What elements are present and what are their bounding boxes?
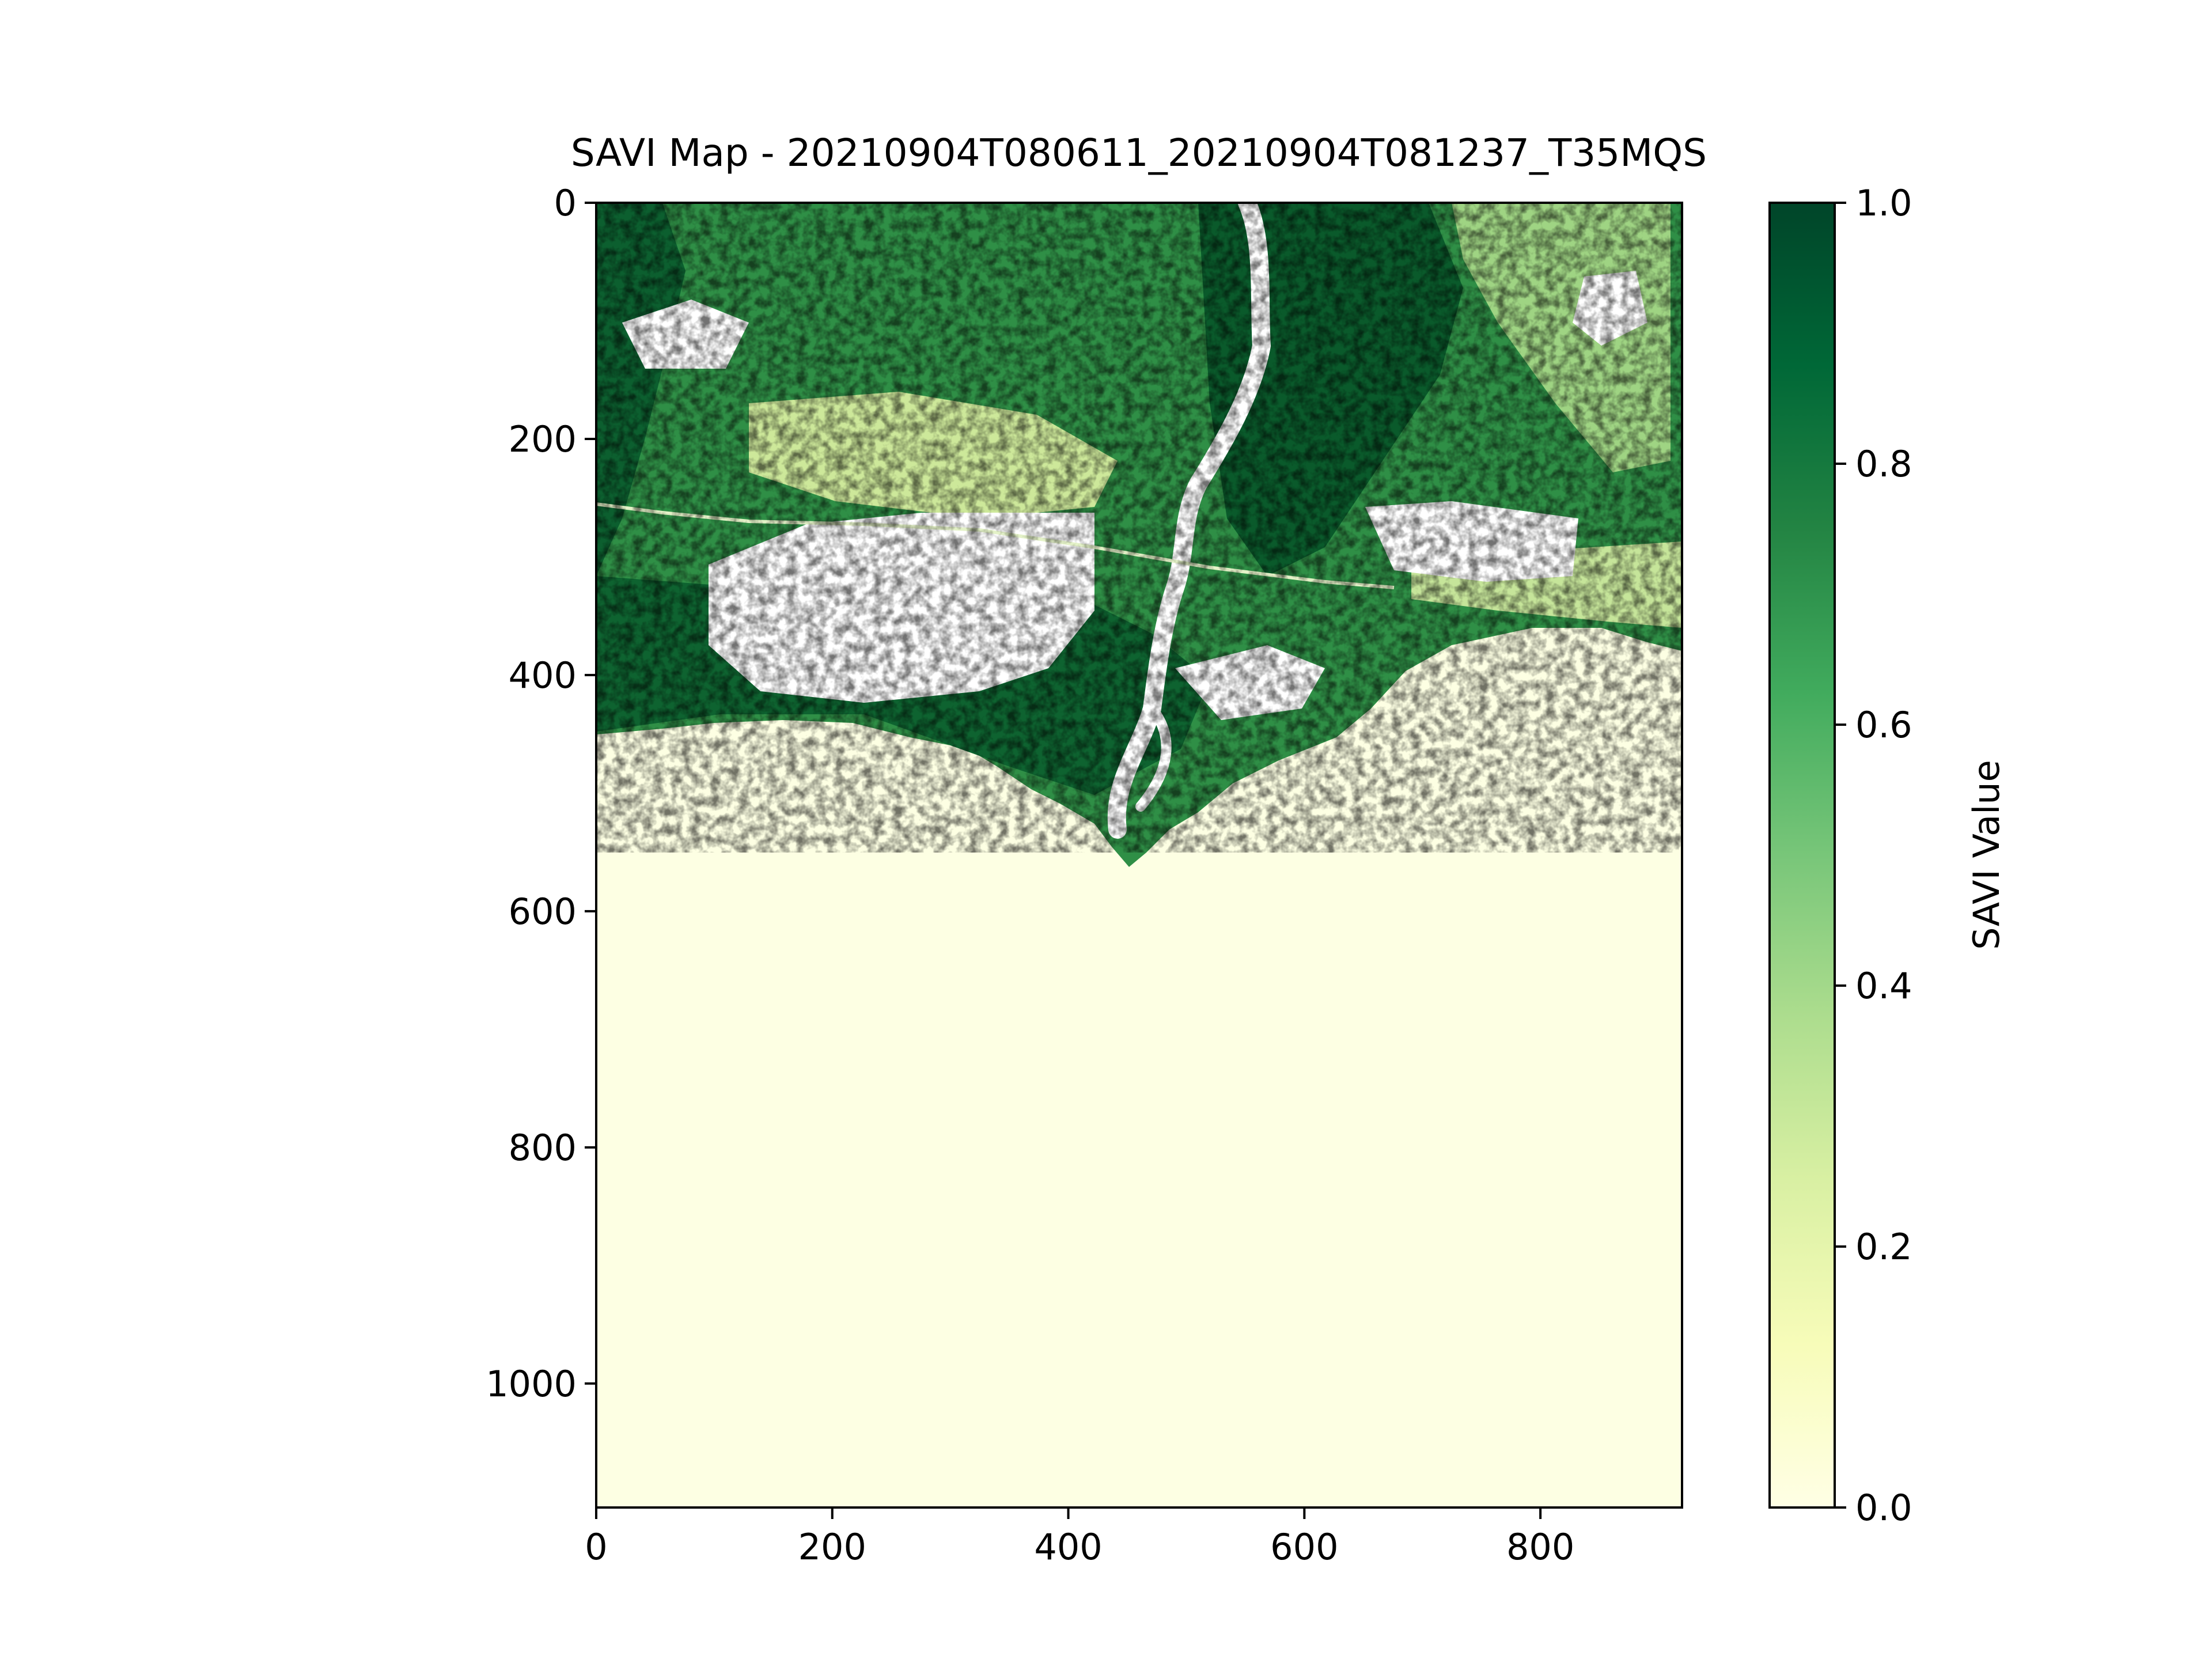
x-tick-label: 200 — [798, 1526, 866, 1568]
chart-title: SAVI Map - 20210904T080611_20210904T0812… — [571, 131, 1707, 175]
y-tick-label: 400 — [509, 654, 577, 696]
x-tick-label: 400 — [1034, 1526, 1102, 1568]
y-tick-label: 0 — [554, 182, 577, 224]
colorbar-tick-label: 0.0 — [1855, 1487, 1912, 1529]
x-tick-label: 800 — [1506, 1526, 1574, 1568]
savi-heatmap — [596, 203, 1682, 1508]
y-axis: 0 200 400 600 800 1000 — [486, 182, 596, 1405]
y-tick-label: 800 — [509, 1127, 577, 1169]
colorbar-tick-label: 0.4 — [1855, 965, 1912, 1007]
colorbar — [1768, 202, 1836, 1509]
colorbar-tick-label: 0.6 — [1855, 704, 1912, 746]
colorbar-tick-label: 0.2 — [1855, 1226, 1912, 1268]
colorbar-tick-label: 1.0 — [1855, 182, 1912, 224]
colorbar-label: SAVI Value — [1965, 760, 2008, 950]
x-axis: 0 200 400 600 800 — [585, 1508, 1574, 1568]
y-tick-label: 200 — [509, 418, 577, 460]
colorbar-tick-label: 0.8 — [1855, 443, 1912, 485]
x-tick-label: 600 — [1270, 1526, 1338, 1568]
land-texture — [596, 203, 1682, 853]
colorbar-axis: 0.0 0.2 0.4 0.6 0.8 1.0 — [1835, 182, 1912, 1529]
y-tick-label: 1000 — [486, 1363, 577, 1405]
plot-frame — [595, 202, 1683, 1509]
x-tick-label: 0 — [585, 1526, 607, 1568]
y-tick-label: 600 — [509, 891, 577, 933]
